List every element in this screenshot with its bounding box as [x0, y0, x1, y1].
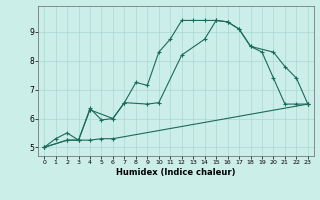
X-axis label: Humidex (Indice chaleur): Humidex (Indice chaleur) [116, 168, 236, 177]
